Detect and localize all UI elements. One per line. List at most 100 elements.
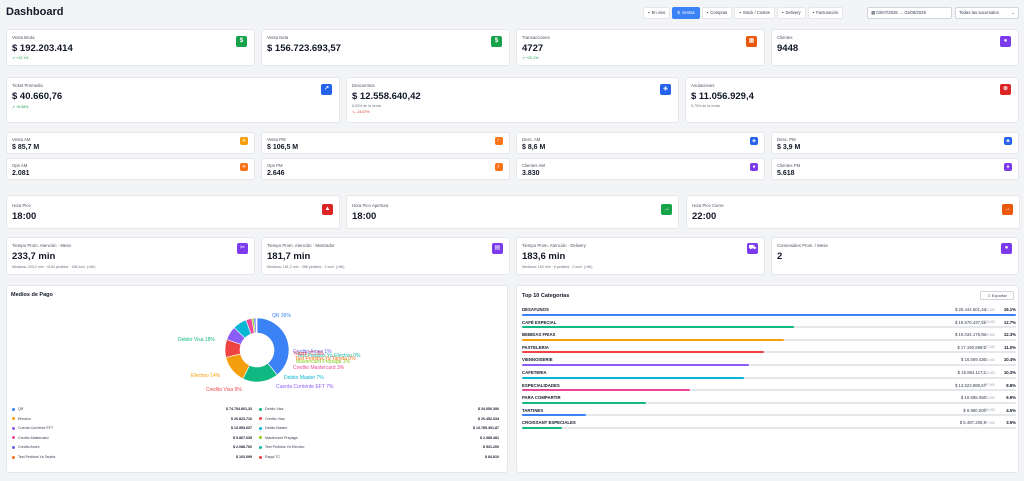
kpi-card-ticket-promedio: Ticket Promedio $ 40.660,76 ↗ +6.08% ↗: [6, 77, 340, 123]
categories-title: Top 10 Categorías: [522, 293, 570, 299]
pie-label: QR 39%: [272, 313, 291, 319]
category-name: PASTELERIA: [522, 344, 549, 350]
tab-compras[interactable]: ▪ Compras: [701, 7, 733, 19]
category-bar-track: [522, 389, 1016, 392]
truck-icon: ⛟: [747, 243, 758, 254]
kpi-hour-hora-pico-cierre: Hora Pico Cierre 22:00 →: [686, 195, 1020, 229]
legend-item: QR: [12, 407, 23, 413]
kpi-small-ops-pm: Ops PM 2.646 ☾: [261, 158, 510, 180]
pie-label: Test Pedidos Ya Tarjeta 0%: [295, 356, 356, 362]
tag-icon: ◈: [750, 137, 758, 145]
dollar-icon: $: [677, 10, 680, 15]
categories-panel: [516, 285, 1019, 473]
tab-ventas[interactable]: $ Ventas: [672, 7, 700, 19]
category-units: 737.000: [983, 383, 995, 388]
category-units: 2763.000: [981, 320, 995, 325]
kpi-hour-hora-pico-apertura: Hora Pico Apertura 18:00 →: [346, 195, 679, 229]
users-icon: ●: [1001, 243, 1012, 254]
category-bar-track: [522, 326, 1016, 329]
category-pct: 8.8%: [1006, 382, 1016, 388]
receipt-icon: ▦: [746, 36, 757, 47]
category-name: TARTINES: [522, 407, 544, 413]
category-units: 265.000: [983, 395, 995, 400]
category-bar: [522, 414, 587, 417]
legend-value: $ 20.452.334: [478, 416, 499, 421]
kpi-time-tiempo-prom-atenci-n-mostrador: Tiempo Prom. Atención · Mostrador 181,7 m…: [261, 237, 510, 275]
category-bar-track: [522, 313, 1016, 316]
kpi-small-clientes-pm: Clientes PM 5.618 ●: [771, 158, 1019, 180]
tab-delivery[interactable]: ▪ Delivery: [776, 7, 806, 19]
tag-icon: ◈: [660, 84, 671, 95]
kpi-card-transacciones: Transacciones 4727 ↗ +20.1% ▦: [516, 29, 765, 66]
category-bar-track: [522, 363, 1016, 366]
category-bar: [522, 389, 690, 392]
pie-label: Cuenta Corriente EFT 7%: [276, 384, 334, 390]
pie-label: Test Pedidos Ya Efectivo 0%: [297, 353, 361, 359]
legend-item: Test Pedidos Ya Efectivo: [259, 445, 304, 451]
legend-item: Credito Mastercard: [12, 436, 49, 442]
category-name: ESPECIALIDADES: [522, 382, 560, 388]
category-bar: [522, 376, 745, 379]
kpi-time-comensales-prom-mesa: Comensales Prom. / Mesa 2 ●: [771, 237, 1019, 275]
pie-label: Debito Master 7%: [284, 375, 324, 381]
legend-value: $ 531.200: [483, 445, 499, 450]
category-bar: [522, 338, 784, 341]
kpi-hour-hora-pico: Hora Pico 18:00 ▲: [6, 195, 340, 229]
category-amt: $ 10.685.050: [960, 395, 986, 401]
export-button[interactable]: ⇩ Exportar: [980, 291, 1014, 300]
category-amt: $ 5.487.208,9: [959, 420, 986, 426]
category-row: CROISSANT ESPECIALES $ 5.487.208,9 377.000…: [522, 420, 1016, 431]
dollar-icon: $: [236, 36, 247, 47]
pie-label: Credito Mastercard 3%: [293, 365, 345, 371]
tag-icon: ◈: [1004, 137, 1012, 145]
category-bar: [522, 401, 646, 404]
logout-icon: →: [1002, 204, 1013, 215]
legend-value: $ 74.754.801,33: [226, 407, 252, 411]
category-amt: $ 19.034.178,94: [954, 332, 986, 338]
box-icon: ▪: [739, 10, 741, 15]
invoice-icon: ▪: [812, 10, 815, 15]
category-row: DESAYUNOS $ 25.444.501,44 363.200 16.1%: [522, 307, 1016, 318]
legend-value: $ 13.785.301,87: [473, 426, 499, 431]
category-amt: $ 13.523.989,57: [954, 382, 986, 388]
date-range-picker[interactable]: ▦ 03/07/2026 → 01/08/2026: [867, 7, 952, 19]
category-row: BEBIDAS FRIAS $ 19.034.178,94 2649.000 12.3…: [522, 332, 1016, 343]
store-icon: ▤: [492, 243, 503, 254]
category-bar: [522, 351, 765, 354]
category-pct: 6.9%: [1006, 395, 1016, 401]
legend-item: Efectivo: [12, 417, 31, 423]
branch-select[interactable]: Todas las sucursales ⌄: [955, 7, 1019, 19]
category-bar-track: [522, 351, 1016, 354]
legend-item: Test Pedidos Ya Tarjeta: [12, 455, 55, 461]
pie-label: Efectivo 14%: [191, 373, 221, 379]
kpi-card-descuentos: Descuentos $ 12.558.640,42 6,53% de la v…: [346, 77, 679, 123]
category-pct: 11.0%: [1004, 344, 1016, 350]
category-name: VIENNOISERIE: [522, 357, 553, 363]
category-bar: [522, 313, 1016, 316]
tab-en-vivo[interactable]: ▪ En vivo: [643, 7, 671, 19]
legend-dot: [12, 407, 15, 411]
download-icon: ⇩: [987, 293, 992, 298]
category-name: CAFETERIA: [522, 370, 547, 375]
category-pct: 3.5%: [1006, 420, 1016, 426]
legend-dot: [12, 436, 15, 440]
legend-dot: [259, 445, 262, 449]
pie-label: Debito Visa 18%: [178, 337, 215, 343]
tab-stock-costos[interactable]: ▪ Stock / Costos: [734, 7, 775, 19]
category-bar: [522, 363, 750, 366]
category-amt: $ 25.444.501,44: [954, 307, 986, 312]
sun-icon: ☀: [240, 163, 248, 171]
category-name: DESAYUNOS: [522, 307, 549, 312]
category-bar-track: [522, 426, 1016, 429]
legend-dot: [12, 417, 15, 421]
legend-dot: [12, 455, 15, 459]
truck-icon: ▪: [781, 10, 784, 15]
legend-item: Credito Amex: [12, 445, 40, 451]
calendar-icon: ▦: [871, 10, 877, 15]
tab-facturaci-n[interactable]: ▪ Facturación: [807, 7, 844, 19]
sun-icon: ☀: [240, 137, 248, 145]
legend-item: Credito Visa: [259, 417, 285, 423]
category-bar: [522, 326, 794, 329]
kpi-card-venta-neta: Venta Neta $ 156.723.693,57 $: [261, 29, 510, 66]
moon-icon: ☾: [495, 163, 503, 171]
